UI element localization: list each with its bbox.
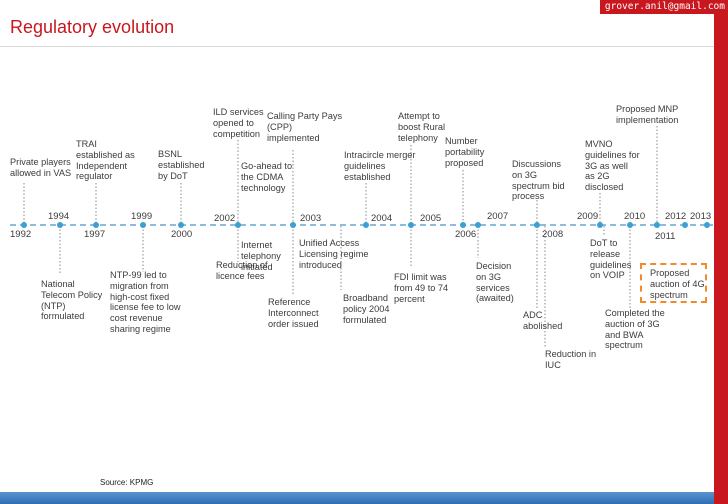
event-label: NTP-99 led to migration from high-cost f… (110, 270, 181, 334)
year-label: 2012 (665, 211, 687, 222)
event-label: ILD services opened to competition (213, 107, 264, 139)
marker-1999 (140, 222, 146, 228)
year-label: 2004 (371, 213, 393, 224)
footer-band (0, 492, 714, 504)
year-label: 1999 (131, 211, 153, 222)
event-label: Go-ahead to the CDMA technology (241, 161, 293, 193)
marker-2013 (704, 222, 710, 228)
year-label: 1994 (48, 211, 70, 222)
event-label: DoT to release guidelines on VOIP (590, 238, 632, 281)
source-note: Source: KPMG (100, 478, 154, 487)
year-label: 2008 (542, 229, 564, 240)
year-label: 1997 (84, 229, 106, 240)
year-label: 2006 (455, 229, 477, 240)
event-label: TRAI established as Independent regulato… (76, 139, 135, 182)
header-email: grover.anil@gmail.com (599, 0, 728, 14)
event-label: Discussions on 3G spectrum bid process (512, 159, 565, 202)
event-label: Attempt to boost Rural telephony (398, 111, 445, 143)
marker-1997 (93, 222, 99, 228)
timeline-panel (0, 90, 714, 500)
event-label: Reduction in IUC (545, 349, 597, 370)
event-label: BSNL established by DoT (158, 149, 205, 181)
event-label: Broadband policy 2004 formulated (343, 293, 390, 325)
event-label: Reduction of licence fees (216, 260, 268, 281)
year-label: 2009 (577, 211, 599, 222)
year-label: 2000 (171, 229, 193, 240)
leader-lines (23, 126, 658, 347)
marker-2010 (627, 222, 633, 228)
event-label: Unified Access Licensing regime introduc… (299, 238, 369, 270)
event-label: Intracircle merger guidelines establishe… (344, 150, 416, 182)
year-label: 2011 (655, 231, 676, 242)
marker-1994 (57, 222, 63, 228)
event-label: MVNO guidelines for 3G as well as 2G dis… (585, 139, 640, 193)
marker-2009 (597, 222, 603, 228)
marker-2005 (408, 222, 414, 228)
year-label: 2007 (487, 211, 509, 222)
marker-2011 (654, 222, 660, 228)
event-label: Completed the auction of 3G and BWA spec… (605, 308, 665, 351)
event-label: Decision on 3G services (awaited) (476, 261, 514, 304)
marker-2012 (682, 222, 688, 228)
event-label: Reference Interconnect order issued (268, 297, 319, 329)
marker-2008 (534, 222, 540, 228)
marker-2002 (235, 222, 241, 228)
title-divider (0, 46, 714, 47)
year-label: 1992 (10, 229, 32, 240)
highlight-label: Proposed auction of 4G spectrum (650, 268, 705, 300)
highlight-box: Proposed auction of 4G spectrum (640, 263, 707, 303)
year-markers (21, 222, 710, 228)
year-label: 2013 (690, 211, 712, 222)
event-label: ADC abolished (523, 310, 563, 331)
event-label: Private players allowed in VAS (10, 157, 72, 178)
year-label: 2003 (300, 213, 322, 224)
marker-2007 (475, 222, 481, 228)
marker-2006 (460, 222, 466, 228)
marker-2003 (290, 222, 296, 228)
marker-2000 (178, 222, 184, 228)
year-label: 2002 (214, 213, 236, 224)
marker-2004 (363, 222, 369, 228)
right-accent-bar (714, 0, 728, 504)
marker-1992 (21, 222, 27, 228)
year-label: 2005 (420, 213, 442, 224)
event-label: Number portability proposed (445, 136, 485, 168)
page-title: Regulatory evolution (10, 17, 175, 37)
event-label: Calling Party Pays (CPP) implemented (267, 111, 343, 143)
event-label: Internet telephony initiated (241, 240, 281, 272)
event-label: National Telecom Policy (NTP) formulated (41, 279, 103, 322)
event-label: Proposed MNP implementation (616, 104, 679, 125)
event-label: FDI limit was from 49 to 74 percent (394, 272, 449, 304)
year-label: 2010 (624, 211, 646, 222)
